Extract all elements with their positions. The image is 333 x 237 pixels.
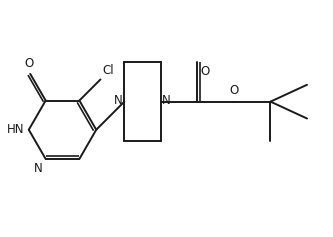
Text: HN: HN — [7, 123, 25, 136]
Text: O: O — [201, 65, 210, 78]
Text: O: O — [24, 57, 33, 70]
Text: N: N — [162, 94, 171, 107]
Text: O: O — [229, 84, 238, 97]
Text: Cl: Cl — [103, 64, 114, 77]
Text: N: N — [114, 94, 123, 107]
Text: N: N — [34, 162, 43, 175]
